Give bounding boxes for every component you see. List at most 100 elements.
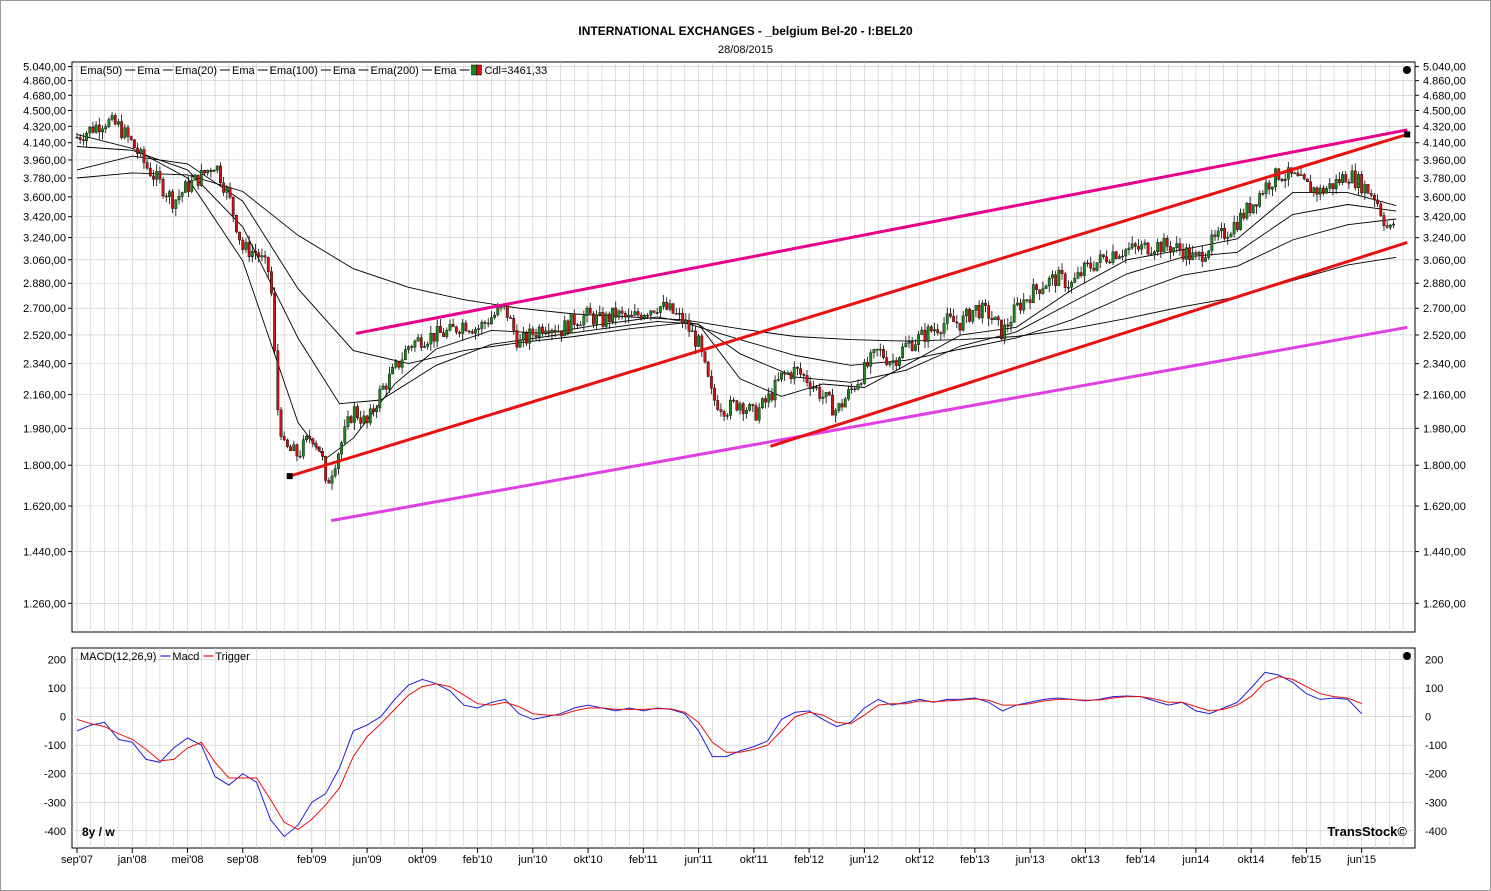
candle-up xyxy=(1047,277,1051,287)
candle-down xyxy=(620,310,624,314)
x-tick-label: feb'10 xyxy=(463,854,493,866)
candle-down xyxy=(952,316,956,323)
x-tick-label: okt'13 xyxy=(1071,854,1100,866)
y-tick-label-left: 2.340,00 xyxy=(23,359,66,371)
candle-down xyxy=(732,399,736,402)
candle-up xyxy=(1232,222,1236,235)
x-tick-label: jun'09 xyxy=(352,854,382,866)
candle-down xyxy=(410,346,414,348)
candle-up xyxy=(1057,269,1061,286)
candle-down xyxy=(372,408,375,413)
candle-up xyxy=(649,310,653,316)
candle-down xyxy=(770,393,774,401)
candle-up xyxy=(1025,299,1029,301)
y-tick-label-left: 4.140,00 xyxy=(23,138,66,150)
candle-down xyxy=(1188,247,1191,260)
candle-up xyxy=(1098,254,1102,263)
candle-up xyxy=(1066,287,1070,289)
candle-down xyxy=(228,187,232,198)
candle-down xyxy=(1379,203,1383,216)
candle-up xyxy=(964,309,968,317)
candle-up xyxy=(585,307,589,316)
candle-up xyxy=(843,398,847,408)
candle-down xyxy=(161,179,165,197)
candle-up xyxy=(1022,299,1026,311)
y-tick-label-left: 2.160,00 xyxy=(23,390,66,402)
price-panel xyxy=(71,61,1416,633)
candle-up xyxy=(856,383,860,390)
candle-up xyxy=(563,320,567,337)
trendline-anchor xyxy=(286,473,293,480)
candle-up xyxy=(1070,282,1073,288)
candle-down xyxy=(1105,256,1109,263)
candle-down xyxy=(1235,222,1239,230)
candle-down xyxy=(652,310,656,313)
candle-up xyxy=(980,302,984,319)
candle-up xyxy=(611,307,614,322)
candle-down xyxy=(238,231,241,241)
candle-down xyxy=(132,139,136,149)
candle-down xyxy=(1213,234,1217,237)
candle-up xyxy=(1270,186,1274,190)
candle-up xyxy=(1204,257,1207,262)
candle-up xyxy=(1082,262,1086,276)
y-tick-label-left: 1.800,00 xyxy=(23,460,66,472)
candle-up xyxy=(1012,304,1016,323)
candle-up xyxy=(729,399,732,416)
macd-panel xyxy=(71,647,1416,849)
candle-up xyxy=(556,330,560,333)
macd-series-macd xyxy=(76,671,1363,838)
candle-up xyxy=(684,319,688,324)
candle-down xyxy=(601,312,605,327)
candle-up xyxy=(1003,324,1007,340)
trendline xyxy=(355,128,1408,335)
candle-down xyxy=(1223,228,1226,239)
candle-down xyxy=(987,305,991,319)
candle-up xyxy=(1334,179,1338,190)
candle-up xyxy=(413,340,417,348)
candle-down xyxy=(751,404,755,406)
y-tick-label-right: 3.960,00 xyxy=(1423,155,1466,167)
candle-up xyxy=(920,329,924,335)
candle-down xyxy=(878,348,882,351)
candle-down xyxy=(120,121,124,138)
legend-swatch-candle-down xyxy=(476,64,482,76)
x-tick-label: jun'10 xyxy=(517,854,547,866)
macd-tick-label-left: 0 xyxy=(60,712,66,724)
candle-up xyxy=(1076,272,1080,279)
candle-down xyxy=(196,174,200,186)
candle-down xyxy=(1102,254,1105,257)
candle-up xyxy=(1130,243,1134,249)
candle-up xyxy=(260,255,264,258)
y-tick-label-left: 4.500,00 xyxy=(23,105,66,117)
y-tick-label-left: 2.880,00 xyxy=(23,278,66,290)
candle-up xyxy=(1191,252,1195,260)
y-tick-label-left: 4.320,00 xyxy=(23,121,66,133)
candle-down xyxy=(996,316,1000,321)
candle-down xyxy=(630,314,634,317)
candle-down xyxy=(509,317,512,319)
candle-down xyxy=(1146,242,1150,255)
candle-down xyxy=(266,256,270,272)
candle-up xyxy=(1350,170,1354,184)
candle-up xyxy=(926,326,930,342)
candle-up xyxy=(1328,183,1332,189)
candle-up xyxy=(792,367,796,379)
candle-down xyxy=(273,293,277,351)
candle-down xyxy=(231,196,235,216)
candle-down xyxy=(882,349,885,358)
candle-up xyxy=(837,403,841,411)
candle-up xyxy=(521,332,525,341)
candle-down xyxy=(990,318,994,320)
candle-up xyxy=(1143,242,1147,245)
candle-down xyxy=(1315,187,1319,195)
price-legend-item: Ema xyxy=(137,65,161,77)
candle-down xyxy=(241,239,245,250)
candle-up xyxy=(368,408,372,424)
candle-up xyxy=(174,199,178,209)
candle-down xyxy=(1168,246,1172,253)
candle-up xyxy=(1175,243,1179,248)
ema-line-ema200 xyxy=(76,172,1397,342)
candle-up xyxy=(544,330,547,334)
candle-up xyxy=(891,360,895,364)
